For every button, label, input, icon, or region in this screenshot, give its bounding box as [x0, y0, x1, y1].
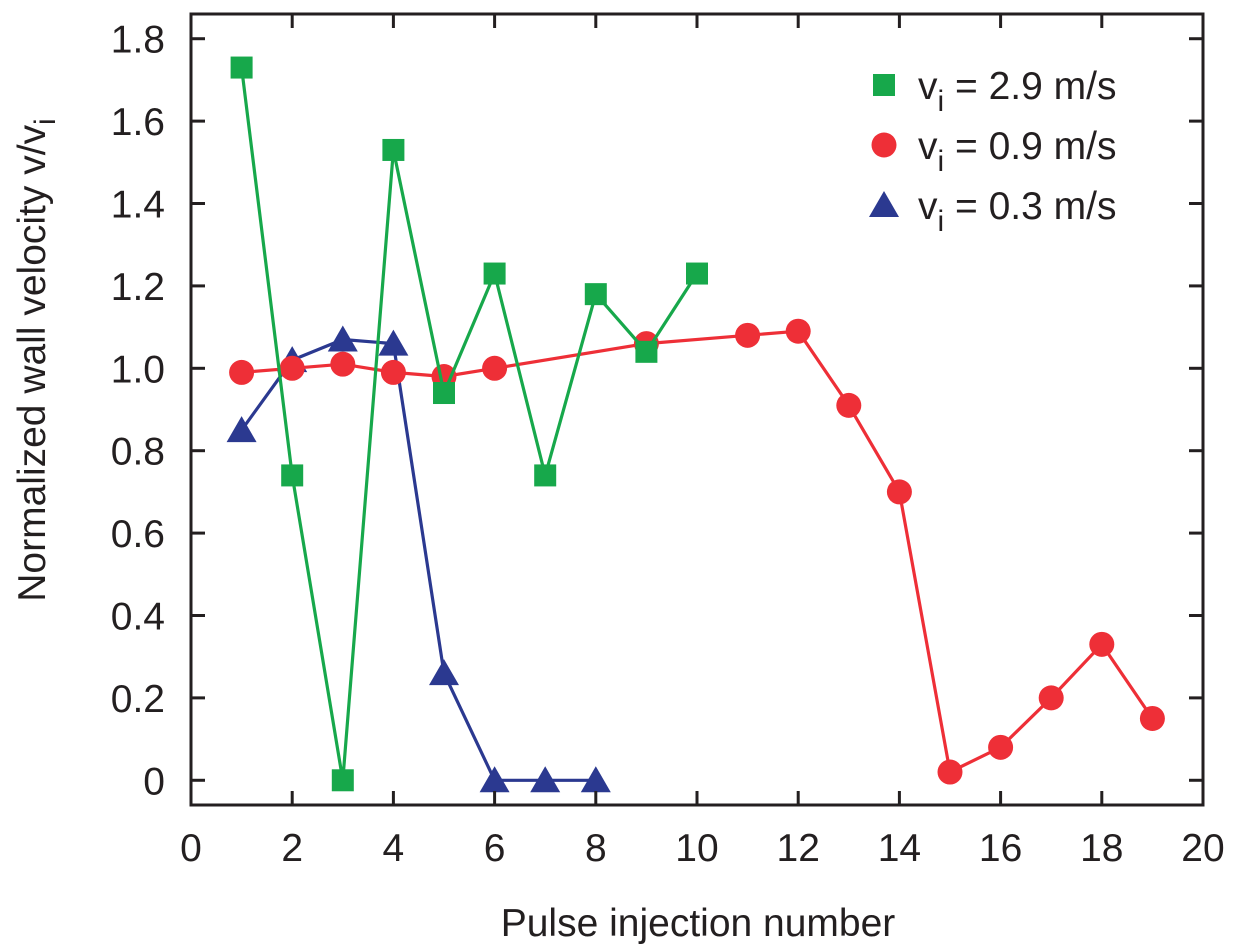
- y-axis-title-sub: i: [29, 118, 62, 125]
- y-tick-label: 1.6: [111, 101, 165, 144]
- x-tick-label: 20: [1181, 827, 1224, 870]
- data-point: [785, 318, 811, 344]
- data-point: [281, 464, 304, 487]
- legend-label: vi = 0.9 m/s: [918, 125, 1117, 178]
- data-point: [330, 351, 356, 377]
- y-axis-title-main: Normalized wall velocity v/v: [11, 124, 54, 601]
- data-point: [433, 382, 455, 405]
- data-point: [534, 464, 557, 487]
- data-point: [635, 340, 658, 363]
- data-point: [378, 329, 409, 356]
- data-point: [988, 734, 1014, 760]
- y-tick-label: 0.6: [111, 513, 165, 556]
- y-tick-label: 1.8: [111, 19, 165, 62]
- series-line: [240, 337, 596, 782]
- data-point: [580, 766, 611, 793]
- legend-marker: [873, 74, 895, 96]
- data-point: [382, 138, 405, 161]
- legend-label-sub: i: [938, 205, 945, 238]
- series-triangle: [226, 325, 611, 793]
- series-line: [240, 67, 699, 782]
- data-point: [886, 479, 912, 505]
- x-tick-label: 18: [1080, 827, 1123, 870]
- x-tick-label: 16: [979, 827, 1022, 870]
- data-point: [327, 325, 358, 352]
- data-point: [686, 262, 708, 285]
- data-point: [584, 283, 607, 306]
- x-axis-title: Pulse injection number: [501, 902, 896, 945]
- data-point: [937, 759, 963, 785]
- data-point: [229, 359, 255, 385]
- x-tick-label: 2: [281, 827, 303, 870]
- series-line: [241, 329, 1154, 774]
- legend-label-main: v: [918, 185, 938, 228]
- data-point: [429, 659, 459, 686]
- y-tick-label: 1.4: [111, 184, 165, 227]
- legend-label: vi = 0.3 m/s: [918, 185, 1117, 238]
- legend-label-rest: = 0.3 m/s: [944, 185, 1116, 228]
- x-tick-label: 4: [383, 827, 405, 870]
- data-point: [1139, 705, 1165, 731]
- data-point: [1089, 631, 1115, 657]
- axes-layer: 0 2 4 6 8 10 12 14 16 18 20 0 0.2 0.4 0.6 0.8 1.0 1.2 1.4 1…: [111, 14, 1225, 870]
- y-tick-label: 1.0: [111, 348, 165, 391]
- y-tick-label: 0: [143, 760, 165, 803]
- x-tick-label: 12: [777, 827, 820, 870]
- legend-marker: [869, 191, 899, 217]
- data-point: [735, 322, 761, 348]
- legend-label-main: v: [918, 65, 938, 108]
- legend-label: vi = 2.9 m/s: [918, 65, 1117, 118]
- legend-label-rest: = 2.9 m/s: [944, 65, 1116, 108]
- data-point: [380, 359, 406, 385]
- data-point: [226, 416, 257, 443]
- legend-label-sub: i: [938, 85, 945, 118]
- data-point: [279, 355, 305, 381]
- data-point: [1038, 685, 1064, 711]
- data-point: [482, 355, 508, 381]
- data-point: [479, 766, 510, 793]
- legend-label-rest: = 0.9 m/s: [944, 125, 1116, 168]
- y-tick-label: 1.2: [111, 266, 165, 309]
- legend-item: vi = 0.9 m/s: [871, 125, 1117, 178]
- legend-marker: [871, 132, 897, 158]
- data-point: [331, 769, 354, 792]
- y-tick-label: 0.8: [111, 431, 165, 474]
- x-tick-label: 8: [585, 827, 607, 870]
- legend-label-main: v: [918, 125, 938, 168]
- data-point: [836, 392, 862, 418]
- series-circle: [229, 318, 1165, 785]
- y-tick-label: 0.4: [111, 595, 165, 638]
- legend-label-sub: i: [938, 145, 945, 178]
- data-point: [230, 56, 253, 79]
- x-tick-label: 14: [878, 827, 921, 870]
- series-layer: [226, 56, 1165, 793]
- x-tick-label: 0: [180, 827, 202, 870]
- data-point: [483, 262, 506, 285]
- y-axis-title: Normalized wall velocity v/vi: [11, 118, 62, 601]
- x-tick-label: 6: [484, 827, 506, 870]
- data-point: [530, 766, 561, 793]
- legend-item: vi = 0.3 m/s: [869, 185, 1117, 238]
- y-tick-label: 0.2: [111, 678, 165, 721]
- series-square: [230, 56, 708, 792]
- x-tick-label: 10: [675, 827, 718, 870]
- legend: vi = 2.9 m/svi = 0.9 m/svi = 0.3 m/s: [869, 65, 1117, 238]
- legend-item: vi = 2.9 m/s: [873, 65, 1117, 118]
